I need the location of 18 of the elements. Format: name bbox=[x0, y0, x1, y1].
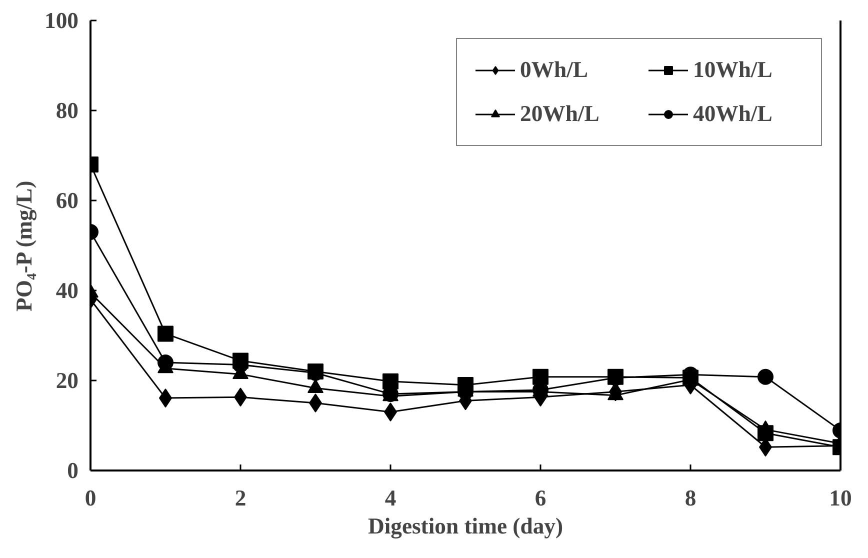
x-tick-label: 4 bbox=[384, 486, 396, 510]
x-axis-title: Digestion time (day) bbox=[368, 514, 564, 538]
y-tick-label: 0 bbox=[67, 458, 78, 483]
legend-label: 10Wh/L bbox=[693, 57, 774, 83]
y-tick-label: 80 bbox=[56, 98, 78, 123]
x-tick-label: 8 bbox=[684, 486, 696, 510]
legend-label: 40Wh/L bbox=[693, 101, 774, 127]
y-tick-label: 60 bbox=[56, 188, 78, 213]
y-tick-label: 100 bbox=[44, 8, 78, 33]
y-tick-label: 20 bbox=[56, 368, 78, 393]
x-tick-label: 2 bbox=[234, 486, 246, 510]
legend-label: 0Wh/L bbox=[520, 57, 589, 83]
x-tick-label: 6 bbox=[534, 486, 546, 510]
y-axis-title: PO₄-P (mg/L) bbox=[12, 180, 37, 312]
x-tick-label: 10 bbox=[829, 486, 852, 510]
y-tick-label: 40 bbox=[56, 278, 78, 303]
legend-label: 20Wh/L bbox=[520, 101, 600, 127]
x-tick-label: 0 bbox=[84, 486, 96, 510]
